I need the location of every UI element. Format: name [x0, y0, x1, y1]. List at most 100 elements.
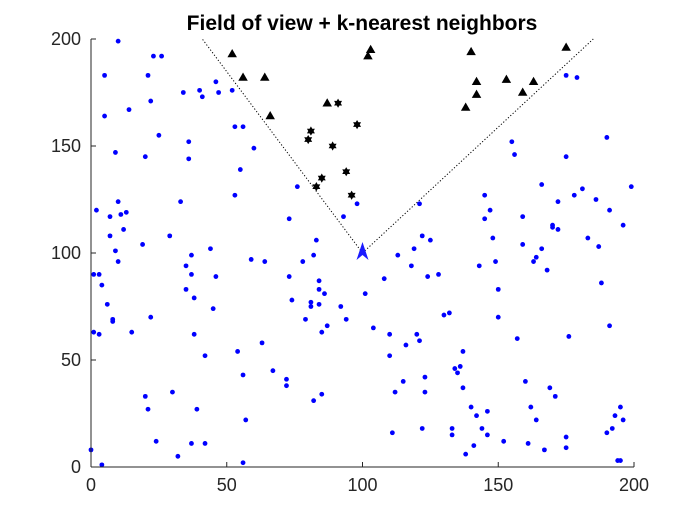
agent-point [520, 242, 526, 247]
agent-point [186, 139, 192, 145]
agent-point [425, 274, 431, 279]
fov-neighbor-point [561, 42, 571, 51]
agent-point [414, 331, 420, 337]
nearest-neighbor-point [312, 182, 321, 192]
agent-point [115, 199, 121, 205]
agent-point [316, 278, 322, 284]
agent-point [313, 237, 319, 243]
agent-point [460, 385, 466, 391]
fov-neighbor-point [238, 72, 248, 81]
agent-point [308, 304, 314, 309]
agent-point [441, 312, 447, 318]
agent-point [607, 207, 612, 213]
agent-point [199, 94, 205, 100]
fov-neighbor-point [501, 74, 512, 83]
agent-point [99, 282, 105, 288]
agent-marker [356, 242, 369, 260]
agent-point [311, 398, 317, 404]
agent-point [240, 124, 246, 130]
agent-point [547, 385, 553, 391]
agent-point [262, 259, 268, 264]
agent-point [457, 364, 463, 369]
agent-point [555, 199, 561, 205]
agent-point [129, 329, 135, 335]
chart-title: Field of view + k-nearest neighbors [187, 12, 538, 35]
nearest-neighbor-point [328, 141, 337, 151]
agent-point [528, 404, 534, 410]
fov-neighbor-point [460, 102, 471, 111]
agent-point [178, 199, 183, 205]
agent-point [94, 207, 99, 213]
agent-point [387, 331, 393, 337]
agent-point [550, 224, 555, 230]
agent-point [580, 186, 585, 192]
fov-neighbor-point [322, 98, 332, 107]
agent-point [604, 430, 610, 436]
agent-point [490, 235, 496, 241]
nearest-neighbor-point [317, 173, 326, 183]
agent-point [400, 379, 406, 384]
fov-line-right [362, 38, 594, 254]
agent-point [110, 316, 116, 322]
agent-point [115, 259, 121, 264]
agent-point [484, 432, 490, 438]
agent-point [191, 295, 197, 301]
agent-point [170, 389, 175, 395]
agent-point [300, 259, 306, 264]
agent-point [102, 72, 107, 78]
agent-point [151, 53, 156, 59]
nearest-neighbor-point [347, 190, 356, 200]
fov-neighbor-point [466, 46, 476, 56]
agent-point [213, 274, 219, 279]
x-tick-label: 100 [347, 475, 377, 495]
agent-point [113, 150, 118, 155]
agent-point [202, 441, 208, 446]
agent-point [343, 316, 349, 322]
agent-point [487, 207, 493, 213]
agent-point [542, 447, 547, 453]
agent-point [341, 214, 346, 220]
agent-point [395, 252, 401, 258]
agent-point [585, 235, 591, 241]
agent-point [126, 107, 132, 113]
agent-point [460, 349, 466, 354]
agent-point [544, 267, 550, 273]
agent-point [183, 286, 189, 292]
agent-point [210, 306, 216, 312]
agent-point [251, 145, 257, 151]
agent-point [563, 154, 569, 160]
nearest-neighbor-point [342, 167, 351, 177]
agent-point [482, 192, 488, 198]
agent-point [319, 329, 325, 335]
agent-point [555, 227, 561, 232]
agent-point [229, 87, 235, 93]
agent-point [99, 462, 105, 468]
agent-point [566, 334, 572, 339]
agent-point [175, 453, 181, 459]
agent-point [484, 408, 490, 414]
y-tick-label: 50 [61, 350, 81, 370]
agent-point [240, 372, 246, 378]
agent-point [140, 242, 145, 247]
agent-point [392, 389, 398, 395]
agent-point [552, 393, 558, 399]
y-tick-label: 0 [71, 457, 81, 477]
agent-point [243, 417, 249, 423]
agent-point [474, 413, 479, 419]
x-tick-label: 200 [619, 475, 649, 495]
agent-point [422, 389, 428, 395]
agent-point [471, 443, 477, 448]
agent-point [419, 426, 425, 431]
agent-point [482, 216, 488, 222]
agent-point [142, 154, 148, 160]
agent-point [191, 331, 197, 337]
agent-point [145, 406, 151, 412]
agent-point [232, 124, 238, 130]
agent-point [91, 272, 97, 277]
agent-point [240, 460, 246, 466]
agent-point [370, 325, 376, 331]
agent-point [308, 299, 314, 305]
agent-point [493, 259, 498, 264]
x-tick-label: 50 [217, 475, 237, 495]
scatter-points [88, 38, 634, 468]
